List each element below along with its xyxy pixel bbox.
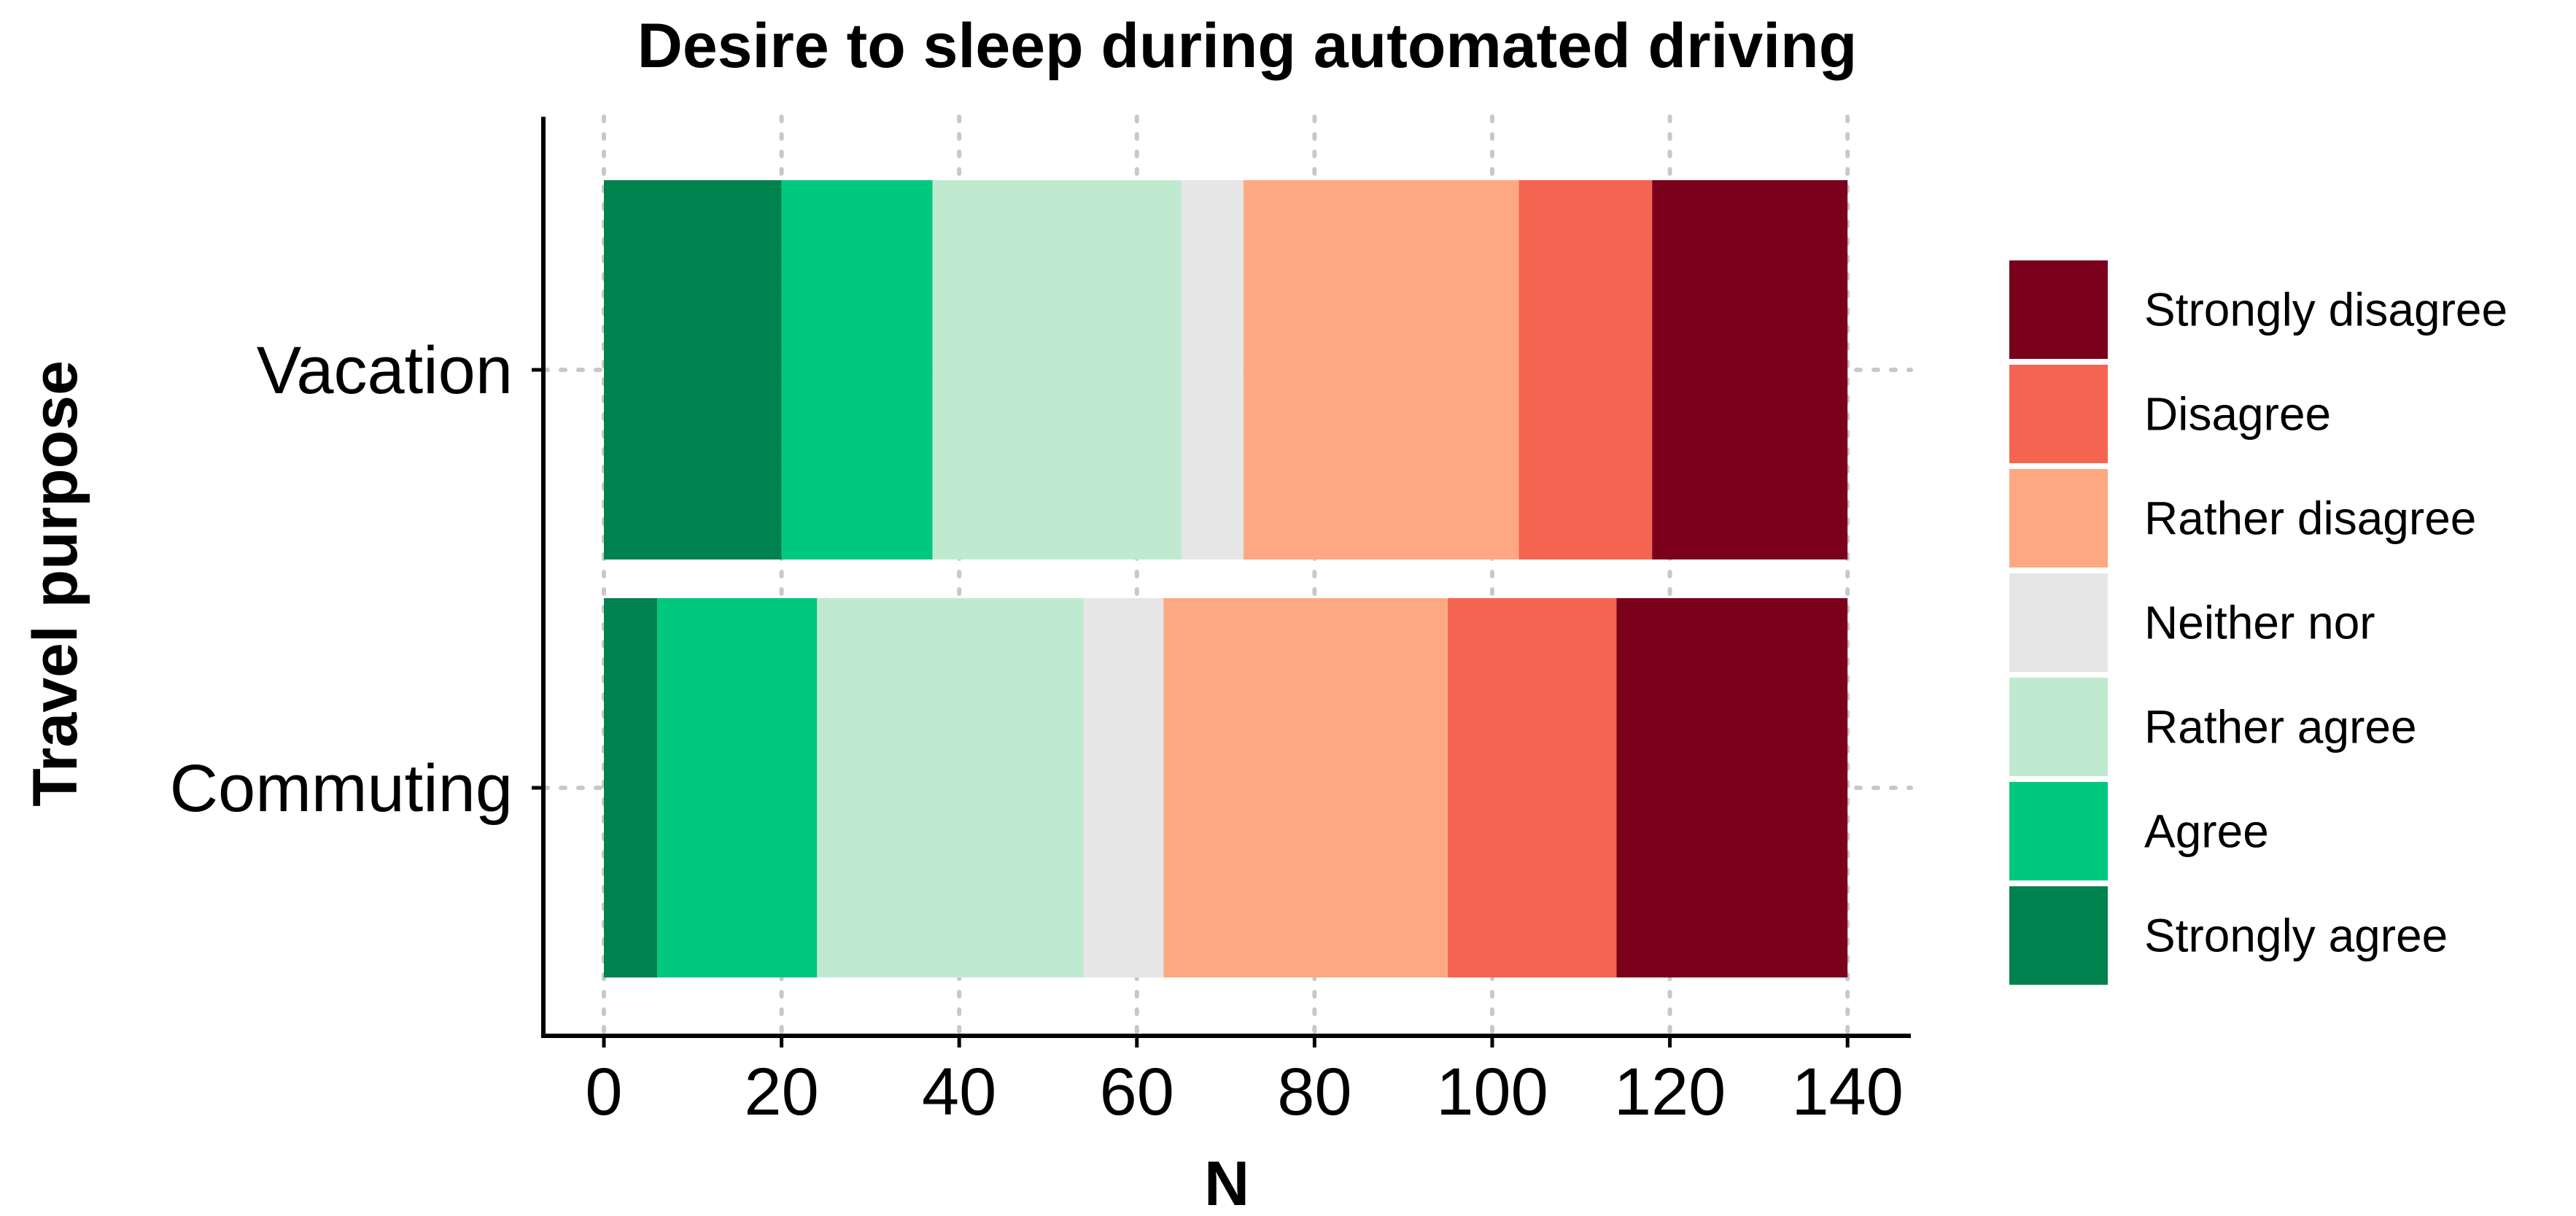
bar-segment-commuting-strongly-agree bbox=[604, 598, 658, 977]
x-tick-label: 20 bbox=[744, 1055, 818, 1129]
bar-segment-commuting-disagree bbox=[1448, 598, 1617, 977]
legend-label: Rather agree bbox=[2144, 701, 2417, 754]
bar-segment-commuting-agree bbox=[657, 598, 818, 977]
legend-key-agree bbox=[2009, 782, 2108, 880]
bar-segment-vacation-strongly-agree bbox=[604, 180, 782, 559]
x-tick-label: 140 bbox=[1791, 1055, 1904, 1129]
bar-segment-vacation-strongly-disagree bbox=[1652, 180, 1848, 559]
legend-key-rather-agree bbox=[2009, 678, 2108, 776]
x-tick-label: 0 bbox=[585, 1055, 622, 1129]
legend-key-rather-disagree bbox=[2009, 469, 2108, 568]
bar-segment-vacation-rather-agree bbox=[932, 180, 1182, 559]
y-tick-label-commuting: Commuting bbox=[170, 751, 513, 826]
bar-segment-commuting-strongly-disagree bbox=[1616, 598, 1848, 977]
y-tick-label-vacation: Vacation bbox=[257, 333, 513, 408]
legend-label: Agree bbox=[2144, 805, 2269, 858]
bar-segments bbox=[604, 180, 1848, 977]
bar-segment-commuting-neither-nor bbox=[1083, 598, 1164, 977]
legend-key-disagree bbox=[2009, 365, 2108, 463]
legend-label: Strongly agree bbox=[2144, 910, 2448, 962]
x-tick-label: 100 bbox=[1436, 1055, 1548, 1129]
legend-label: Neither nor bbox=[2144, 597, 2375, 649]
legend-label: Disagree bbox=[2144, 388, 2331, 441]
bar-segment-vacation-agree bbox=[781, 180, 933, 559]
x-tick-label: 80 bbox=[1277, 1055, 1351, 1129]
x-tick-label: 120 bbox=[1614, 1055, 1726, 1129]
bar-segment-vacation-disagree bbox=[1518, 180, 1653, 559]
y-axis-title: Travel purpose bbox=[20, 360, 90, 807]
legend-key-strongly-agree bbox=[2009, 886, 2108, 985]
legend-label: Rather disagree bbox=[2144, 492, 2476, 545]
bar-segment-commuting-rather-disagree bbox=[1163, 598, 1448, 977]
bar-segment-commuting-rather-agree bbox=[817, 598, 1084, 977]
chart-title: Desire to sleep during automated driving bbox=[637, 11, 1858, 81]
y-axis-ticks: Vacation Commuting bbox=[170, 333, 543, 826]
x-axis-title: N bbox=[1204, 1149, 1249, 1216]
bar-segment-vacation-rather-disagree bbox=[1243, 180, 1519, 559]
x-tick-label: 60 bbox=[1100, 1055, 1174, 1129]
legend-key-neither-nor bbox=[2009, 573, 2108, 672]
x-axis-ticks: 0 20 40 60 80 100 120 140 bbox=[585, 1036, 1904, 1129]
legend-key-strongly-disagree bbox=[2009, 260, 2108, 359]
x-tick-label: 40 bbox=[922, 1055, 996, 1129]
legend: Strongly disagree Disagree Rather disagree… bbox=[2009, 260, 2507, 985]
bar-segment-vacation-neither-nor bbox=[1181, 180, 1244, 559]
legend-label: Strongly disagree bbox=[2144, 284, 2507, 336]
